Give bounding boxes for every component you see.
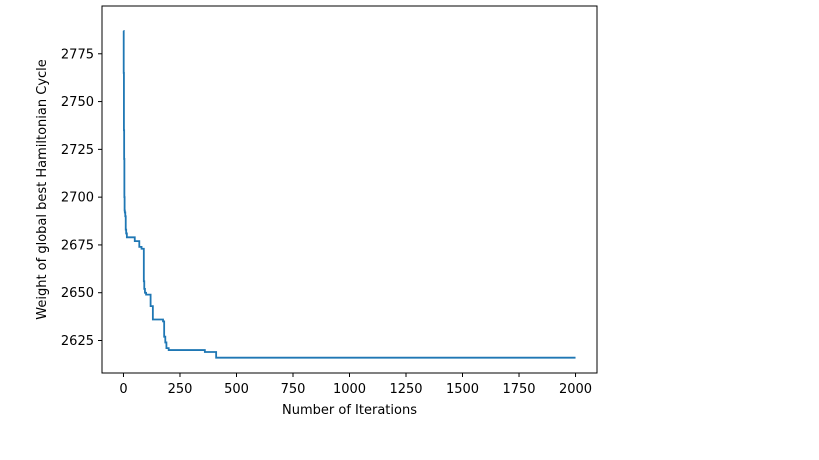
y-tick-label: 2775 <box>61 47 94 62</box>
x-tick-label: 0 <box>119 382 127 397</box>
x-axis-label: Number of Iterations <box>282 403 417 418</box>
x-tick-label: 2000 <box>559 382 592 397</box>
x-tick-label: 1250 <box>389 382 422 397</box>
y-axis-label: Weight of global best Hamiltonian Cycle <box>35 59 50 320</box>
y-tick-label: 2700 <box>61 191 94 206</box>
axes-frame <box>101 5 598 374</box>
y-tick-label: 2750 <box>61 95 94 110</box>
x-tick-label: 250 <box>168 382 193 397</box>
x-tick-label: 500 <box>224 382 249 397</box>
x-tick-label: 750 <box>281 382 306 397</box>
y-tick-label: 2675 <box>61 238 94 253</box>
x-axis-ticks: 0 250 500 750 1000 1250 1500 1750 2000 <box>119 373 592 397</box>
y-tick-label: 2725 <box>61 143 94 158</box>
x-tick-label: 1000 <box>333 382 366 397</box>
series-line-0 <box>122 29 576 359</box>
y-tick-label: 2650 <box>61 286 94 301</box>
y-axis-ticks: 2625 2650 2675 2700 2725 2750 2775 <box>61 47 102 349</box>
y-tick-label: 2625 <box>61 334 94 349</box>
plot-area <box>122 29 576 359</box>
x-tick-label: 1500 <box>446 382 479 397</box>
x-tick-label: 1750 <box>502 382 535 397</box>
